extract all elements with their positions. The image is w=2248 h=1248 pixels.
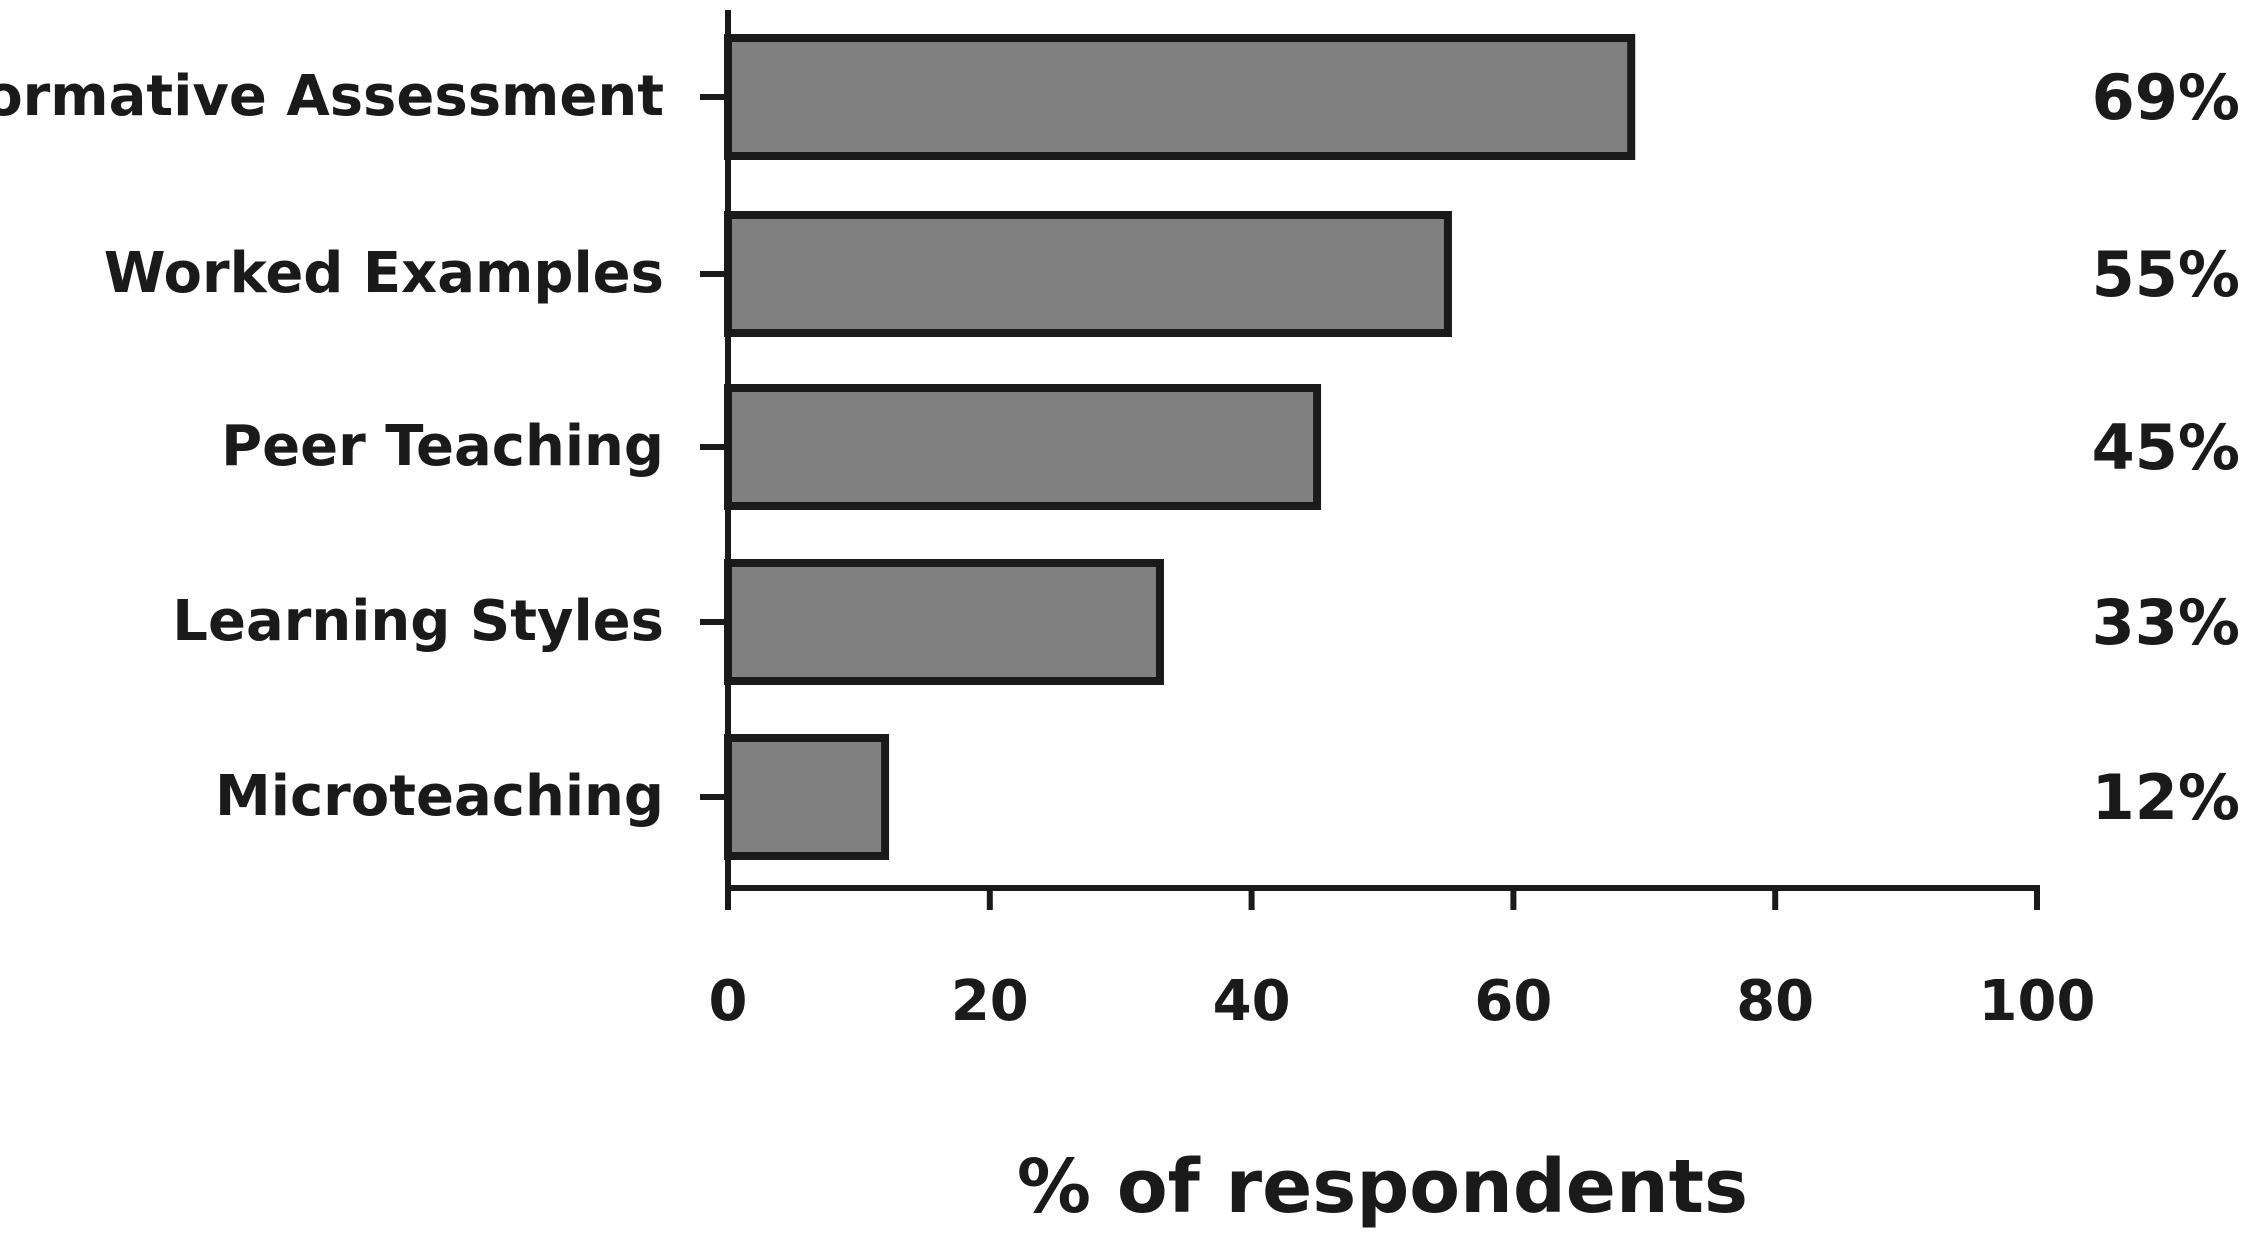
category-label: Peer Teaching [221, 414, 664, 479]
bar [724, 34, 1636, 160]
x-tick-label: 40 [1213, 969, 1291, 1034]
x-tick-label: 0 [709, 969, 748, 1034]
bar [724, 211, 1452, 337]
bar [724, 384, 1322, 510]
bar [724, 734, 890, 860]
data-label: 45% [2092, 411, 2240, 484]
x-axis-label: % of respondents [1017, 1144, 1748, 1230]
data-label: 33% [2092, 586, 2240, 659]
data-label: 12% [2092, 761, 2240, 834]
category-label: Learning Styles [172, 589, 664, 654]
x-tick-label: 20 [951, 969, 1029, 1034]
bar [724, 559, 1164, 685]
x-tick-label: 80 [1736, 969, 1814, 1034]
category-label: Worked Examples [104, 241, 664, 306]
category-label: Formative Assessment [0, 64, 664, 129]
x-tick-label: 60 [1474, 969, 1552, 1034]
x-tick-label: 100 [1979, 969, 2096, 1034]
data-label: 69% [2092, 61, 2240, 134]
category-label: Microteaching [215, 764, 664, 829]
data-label: 55% [2092, 238, 2240, 311]
